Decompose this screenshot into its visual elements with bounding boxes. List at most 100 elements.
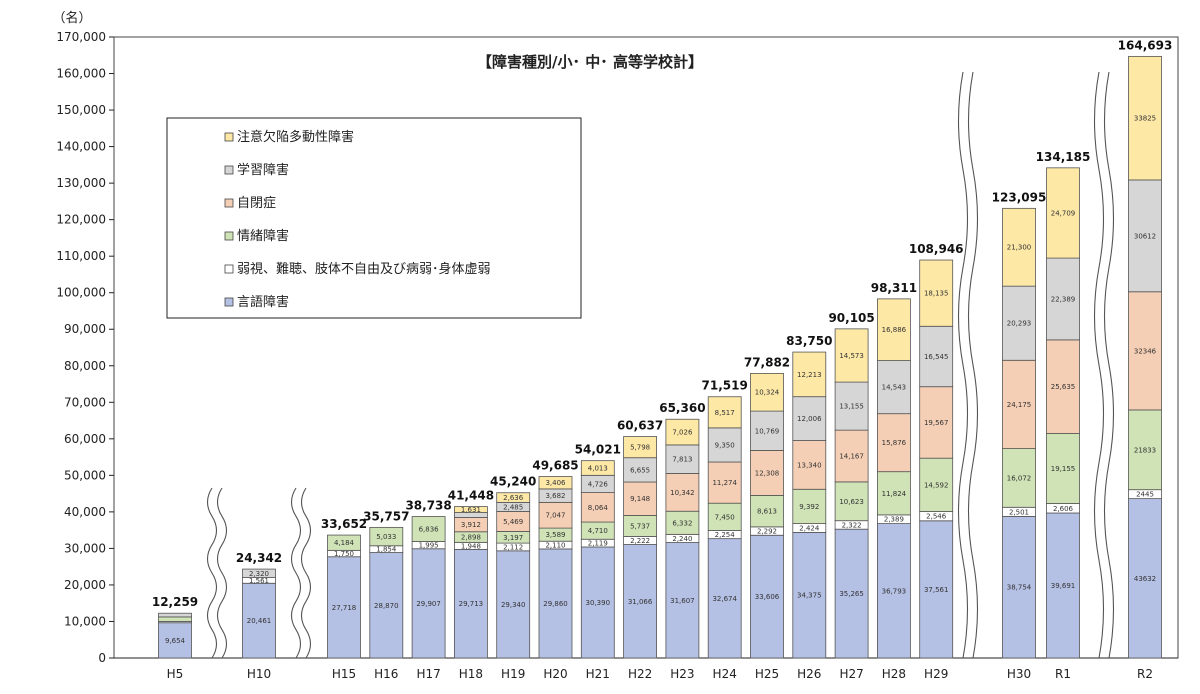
- segment-value-label: 36,793: [882, 587, 907, 595]
- bar-segment: [707, 538, 742, 659]
- y-tick-label: 50,000: [64, 468, 106, 482]
- bar-segment: [877, 360, 911, 415]
- segment-value-label: 16,545: [924, 353, 949, 361]
- legend-swatch: [224, 132, 234, 142]
- segment-value-label: 3,682: [545, 492, 565, 500]
- y-tick-label: 40,000: [64, 505, 106, 519]
- segment-value-label: 13,340: [797, 461, 822, 469]
- y-tick-label: 30,000: [64, 541, 106, 555]
- bar-total-label: 24,342: [236, 551, 282, 565]
- bar-segment: [1046, 167, 1080, 259]
- segment-value-label: 20,293: [1007, 320, 1032, 328]
- segment-value-label: 2,606: [1053, 505, 1074, 513]
- segment-value-label: 11,824: [882, 490, 907, 498]
- bar-total-label: 98,311: [871, 281, 917, 295]
- y-tick-label: 150,000: [56, 103, 106, 117]
- bar-total-label: 49,685: [532, 459, 578, 473]
- segment-value-label: 21833: [1134, 446, 1156, 454]
- segment-value-label: 32346: [1134, 347, 1157, 355]
- segment-value-label: 24,175: [1007, 401, 1032, 409]
- legend-label: 言語障害: [237, 294, 289, 310]
- segment-value-label: 12,308: [755, 469, 780, 477]
- bar-segment: [623, 436, 657, 459]
- segment-value-label: 31,607: [670, 597, 695, 605]
- segment-value-label: 19,567: [924, 419, 949, 427]
- total-labels: 12,259 24,342 33,65235,75738,73841,44845,2…: [152, 38, 1172, 609]
- bar-total-label: 41,448: [448, 489, 494, 503]
- legend-label: 弱視、難聴、肢体不自由及び病弱･身体虚弱: [237, 261, 491, 277]
- x-tick-label: H19: [501, 667, 525, 681]
- x-tick-label: H21: [586, 667, 610, 681]
- x-tick-label: H16: [374, 667, 398, 681]
- y-tick-label: 100,000: [56, 286, 106, 300]
- segment-value-label: 1,948: [461, 542, 481, 550]
- x-tick-label: H18: [459, 667, 483, 681]
- bar-segment: [792, 532, 827, 659]
- bar-segment: [665, 444, 700, 474]
- legend-swatch: [224, 231, 234, 241]
- bar-segment: [580, 546, 615, 659]
- y-tick-label: 160,000: [56, 67, 106, 81]
- segment-value-label: 2,546: [926, 513, 947, 521]
- y-tick-label: 70,000: [64, 395, 106, 409]
- bar-segment: [792, 440, 827, 490]
- segment-value-label: 14,543: [882, 384, 907, 392]
- y-tick-label: 110,000: [56, 249, 106, 263]
- segment-value-label: 37,561: [924, 586, 949, 594]
- y-tick-label: 60,000: [64, 432, 106, 446]
- segment-value-label: 7,450: [715, 513, 735, 521]
- legend-label: 情緒障害: [237, 228, 289, 244]
- legend: 注意欠陥多動性障害学習障害自閉症情緒障害弱視、難聴、肢体不自由及び病弱･身体虚弱…: [166, 117, 582, 319]
- bar-segment: [877, 471, 911, 516]
- segment-value-label: 33825: [1134, 115, 1156, 123]
- axis-break-line: [290, 487, 302, 659]
- segment-value-label: 2,898: [461, 534, 481, 542]
- bar-segment: [792, 351, 827, 398]
- legend-label: 自閉症: [237, 196, 276, 211]
- axis-break-line: [1093, 71, 1105, 659]
- segment-value-label: 22,389: [1051, 295, 1076, 303]
- segment-value-label: 2,112: [503, 543, 523, 551]
- x-tick-label: H23: [670, 667, 694, 681]
- segment-value-label: 10,769: [755, 427, 780, 435]
- axis-break-line: [216, 487, 228, 659]
- segment-value-label: 5,033: [376, 533, 396, 541]
- bar-segment: [158, 622, 192, 659]
- segment-value-label: 3,197: [503, 534, 523, 542]
- segment-value-label: 8,613: [757, 508, 777, 516]
- chart-title: 【障害種別/小･ 中･ 高等学校計】: [477, 53, 703, 71]
- x-tick-label: R2: [1137, 667, 1153, 681]
- bar-segment: [242, 568, 276, 578]
- segment-value-label: 10,623: [839, 498, 864, 506]
- segment-value-label: 29,860: [543, 600, 568, 608]
- segment-value-label: 2,322: [842, 521, 862, 529]
- bar-segment: [1046, 512, 1080, 659]
- bar-total-label: 123,095: [992, 190, 1047, 204]
- segment-value-label: 1,631: [461, 506, 481, 514]
- bar-segment: [1128, 409, 1162, 491]
- bar-total-label: 45,240: [490, 475, 536, 489]
- y-tick-label: 20,000: [64, 578, 106, 592]
- bar-total-label: 108,946: [909, 242, 964, 256]
- bar-segment: [1128, 55, 1162, 181]
- segment-value-label: 1,995: [419, 542, 439, 550]
- axis-breaks: [206, 71, 1115, 659]
- axis-break-line: [967, 71, 979, 659]
- bar-total-label: 12,259: [152, 595, 198, 609]
- axis-break-line: [1103, 71, 1115, 659]
- segment-value-label: 1,750: [334, 550, 354, 558]
- bar-segment: [453, 549, 488, 659]
- bar-segment: [369, 552, 404, 659]
- segment-value-label: 31,066: [628, 598, 653, 606]
- segment-value-label: 13,155: [839, 403, 864, 411]
- bar-segment: [1128, 498, 1162, 659]
- segment-value-label: 29,713: [459, 600, 484, 608]
- segment-value-label: 2,222: [630, 537, 650, 545]
- bar-total-label: 83,750: [786, 334, 832, 348]
- bar-total-label: 71,519: [702, 379, 748, 393]
- bar-segment: [369, 526, 404, 547]
- x-tick-label: H28: [882, 667, 906, 681]
